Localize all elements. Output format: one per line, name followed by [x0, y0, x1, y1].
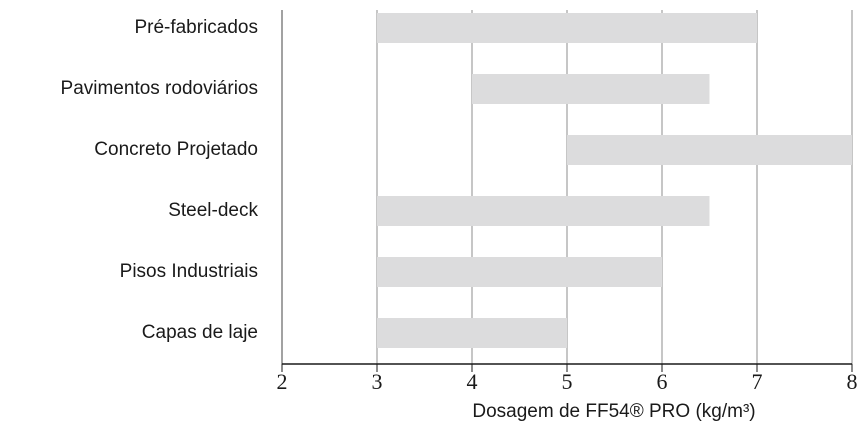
y-tick-label: Pisos Industriais	[120, 261, 258, 282]
bar	[567, 135, 852, 165]
y-tick-label: Capas de laje	[142, 322, 258, 343]
bar	[377, 13, 757, 43]
y-tick-label: Steel-deck	[168, 200, 258, 221]
x-tick-label: 5	[562, 369, 573, 394]
y-tick-label: Pavimentos rodoviários	[61, 78, 258, 99]
bar	[377, 257, 662, 287]
bar	[377, 318, 567, 348]
x-tick-label: 8	[847, 369, 857, 394]
x-axis-label: Dosagem de FF54® PRO (kg/m³)	[472, 401, 755, 422]
x-tick-label: 4	[467, 369, 478, 394]
bar	[472, 74, 710, 104]
x-tick-label: 3	[372, 369, 383, 394]
bar	[377, 196, 710, 226]
x-tick-label: 7	[752, 369, 763, 394]
x-tick-label: 6	[657, 369, 668, 394]
x-tick-label: 2	[277, 369, 288, 394]
y-tick-label: Pré-fabricados	[134, 17, 258, 38]
y-tick-label: Concreto Projetado	[94, 139, 258, 160]
